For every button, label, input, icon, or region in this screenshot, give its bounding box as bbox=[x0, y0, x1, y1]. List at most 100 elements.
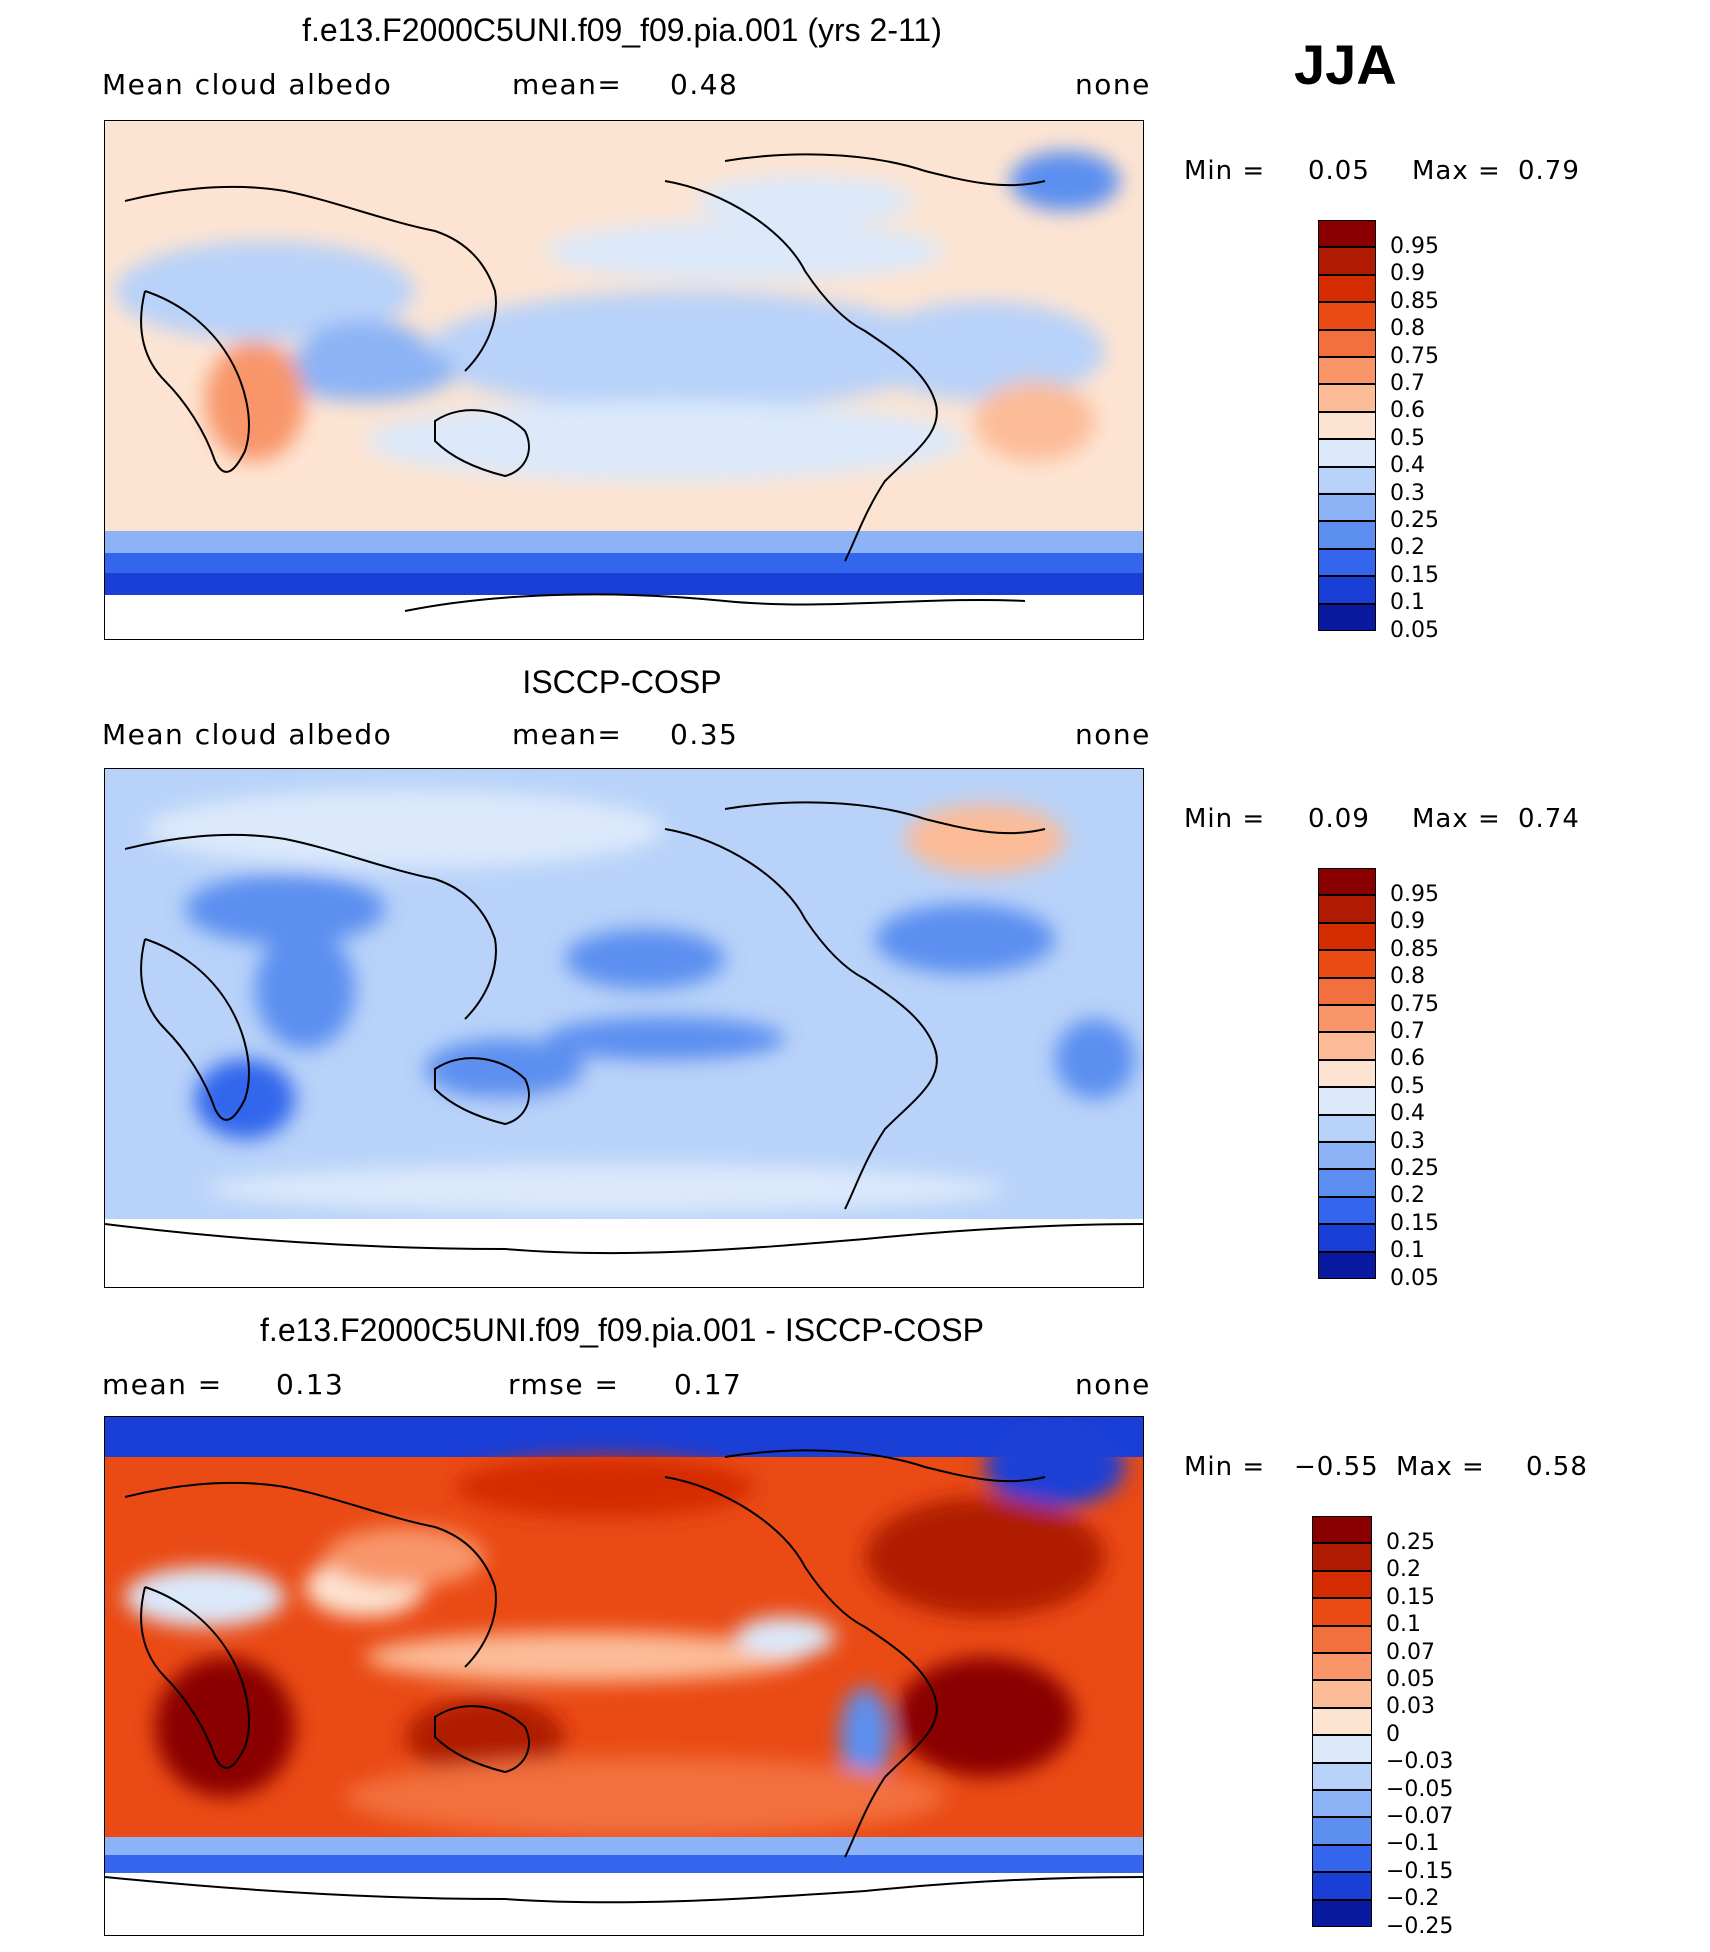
colorbar-tick-label: 0.2 bbox=[1390, 535, 1425, 561]
panel3-mean-value: 0.13 bbox=[276, 1368, 345, 1401]
colorbar-swatch bbox=[1318, 603, 1376, 631]
panel2-map-svg bbox=[105, 769, 1143, 1287]
panel2-min-label: Min = bbox=[1184, 804, 1266, 834]
colorbar-tick-label: −0.1 bbox=[1386, 1831, 1440, 1857]
panel3-max-label: Max = bbox=[1396, 1452, 1485, 1482]
colorbar-tick-label: 0.2 bbox=[1386, 1557, 1421, 1583]
colorbar-swatch bbox=[1318, 950, 1376, 978]
colorbar-swatch bbox=[1312, 1735, 1372, 1763]
panel3-rmse-value: 0.17 bbox=[674, 1368, 743, 1401]
colorbar-swatch bbox=[1318, 1196, 1376, 1225]
colorbar-tick-label: 0.1 bbox=[1386, 1612, 1421, 1638]
colorbar-swatch bbox=[1318, 384, 1376, 412]
panel2-field-label: Mean cloud albedo bbox=[102, 718, 393, 751]
colorbar-swatch bbox=[1318, 411, 1376, 440]
panel1-mean-value: 0.48 bbox=[670, 68, 739, 101]
panel3-rmse-label: rmse = bbox=[508, 1368, 620, 1401]
panel3-title: f.e13.F2000C5UNI.f09_f09.pia.001 - ISCCP… bbox=[260, 1312, 984, 1348]
colorbar-swatch bbox=[1318, 521, 1376, 549]
colorbar-swatch bbox=[1312, 1899, 1372, 1927]
colorbar-tick-label: 0.5 bbox=[1390, 425, 1425, 451]
panel3-map bbox=[104, 1416, 1144, 1936]
panel1-units: none bbox=[1075, 68, 1151, 101]
colorbar-swatch bbox=[1318, 1169, 1376, 1197]
colorbar-swatch bbox=[1312, 1790, 1372, 1818]
panel2-min-value: 0.09 bbox=[1308, 804, 1370, 834]
panel3-min-value: −0.55 bbox=[1294, 1452, 1379, 1482]
colorbar-tick-label: 0.9 bbox=[1390, 909, 1425, 935]
colorbar-tick-label: 0.15 bbox=[1390, 1210, 1439, 1236]
colorbar-tick-label: 0.1 bbox=[1390, 590, 1425, 616]
colorbar-tick-label: 0.3 bbox=[1390, 480, 1425, 506]
colorbar-tick-label: 0.3 bbox=[1390, 1128, 1425, 1154]
colorbar-tick-label: 0.25 bbox=[1390, 508, 1439, 533]
colorbar-swatch bbox=[1318, 1251, 1376, 1279]
colorbar-swatch bbox=[1318, 220, 1376, 248]
colorbar-swatch bbox=[1318, 494, 1376, 522]
colorbar-tick-label: −0.05 bbox=[1386, 1776, 1454, 1802]
colorbar-tick-label: 0.6 bbox=[1390, 1046, 1425, 1072]
colorbar-swatch bbox=[1312, 1872, 1372, 1900]
colorbar-tick-label: 0.5 bbox=[1390, 1073, 1425, 1099]
colorbar-swatch bbox=[1318, 548, 1376, 577]
colorbar-tick-label: 0.15 bbox=[1386, 1584, 1435, 1610]
panel2-mean-value: 0.35 bbox=[670, 718, 739, 751]
colorbar-tick-label: 0.03 bbox=[1386, 1694, 1435, 1720]
colorbar-tick-label: −0.03 bbox=[1386, 1749, 1454, 1775]
colorbar-swatch bbox=[1318, 302, 1376, 330]
colorbar-swatch bbox=[1318, 1114, 1376, 1142]
colorbar-tick-label: 0.15 bbox=[1390, 562, 1439, 588]
colorbar-tick-label: 0 bbox=[1386, 1721, 1400, 1747]
colorbar-tick-label: 0.8 bbox=[1390, 964, 1425, 990]
colorbar-tick-label: 0.75 bbox=[1390, 343, 1439, 369]
colorbar-tick-label: 0.05 bbox=[1390, 1265, 1439, 1291]
colorbar-tick-label: 0.6 bbox=[1390, 398, 1425, 424]
colorbar-tick-label: 0.25 bbox=[1386, 1530, 1435, 1555]
panel3-max-value: 0.58 bbox=[1526, 1452, 1588, 1482]
colorbar-tick-label: 0.85 bbox=[1390, 288, 1439, 314]
panel2-max-value: 0.74 bbox=[1518, 804, 1580, 834]
colorbar-tick-label: 0.25 bbox=[1390, 1156, 1439, 1181]
colorbar-tick-label: 0.1 bbox=[1390, 1238, 1425, 1264]
colorbar-swatch bbox=[1312, 1653, 1372, 1681]
colorbar-tick-label: −0.07 bbox=[1386, 1804, 1454, 1829]
colorbar-swatch bbox=[1312, 1625, 1372, 1653]
panel2-units: none bbox=[1075, 718, 1151, 751]
colorbar-tick-label: 0.05 bbox=[1390, 617, 1439, 643]
colorbar-swatch bbox=[1318, 576, 1376, 604]
colorbar-swatch bbox=[1318, 1224, 1376, 1252]
colorbar-tick-label: 0.7 bbox=[1390, 1019, 1425, 1044]
colorbar-tick-label: 0.9 bbox=[1390, 261, 1425, 287]
colorbar-swatch bbox=[1312, 1817, 1372, 1845]
panel2-mean-label: mean= bbox=[512, 718, 623, 751]
colorbar-swatch bbox=[1318, 895, 1376, 923]
colorbar-tick-label: 0.95 bbox=[1390, 234, 1439, 259]
colorbar-swatch bbox=[1318, 868, 1376, 896]
colorbar-swatch bbox=[1312, 1762, 1372, 1790]
colorbar-swatch bbox=[1312, 1598, 1372, 1626]
colorbar-tick-label: −0.2 bbox=[1386, 1886, 1440, 1912]
panel1-map-svg bbox=[105, 121, 1143, 639]
panel1-map bbox=[104, 120, 1144, 640]
colorbar-swatch bbox=[1318, 357, 1376, 385]
panel1-min-label: Min = bbox=[1184, 156, 1266, 186]
panel1-mean-label: mean= bbox=[512, 68, 623, 101]
panel2-max-label: Max = bbox=[1412, 804, 1501, 834]
colorbar-swatch bbox=[1318, 439, 1376, 467]
colorbar-tick-label: 0.75 bbox=[1390, 991, 1439, 1017]
panel3-map-svg bbox=[105, 1417, 1143, 1935]
colorbar-swatch bbox=[1312, 1680, 1372, 1708]
colorbar-swatch bbox=[1312, 1516, 1372, 1544]
colorbar-tick-label: −0.15 bbox=[1386, 1858, 1454, 1884]
colorbar-swatch bbox=[1318, 1142, 1376, 1170]
colorbar-swatch bbox=[1318, 1059, 1376, 1088]
season-label: JJA bbox=[1294, 33, 1397, 96]
panel1-title: f.e13.F2000C5UNI.f09_f09.pia.001 (yrs 2-… bbox=[302, 12, 942, 48]
colorbar-swatch bbox=[1318, 1032, 1376, 1060]
colorbar-swatch bbox=[1318, 329, 1376, 357]
colorbar-tick-label: 0.07 bbox=[1386, 1639, 1435, 1665]
colorbar-swatch bbox=[1318, 922, 1376, 951]
panel3-min-label: Min = bbox=[1184, 1452, 1266, 1482]
colorbar-swatch bbox=[1312, 1844, 1372, 1873]
colorbar-swatch bbox=[1318, 1005, 1376, 1033]
